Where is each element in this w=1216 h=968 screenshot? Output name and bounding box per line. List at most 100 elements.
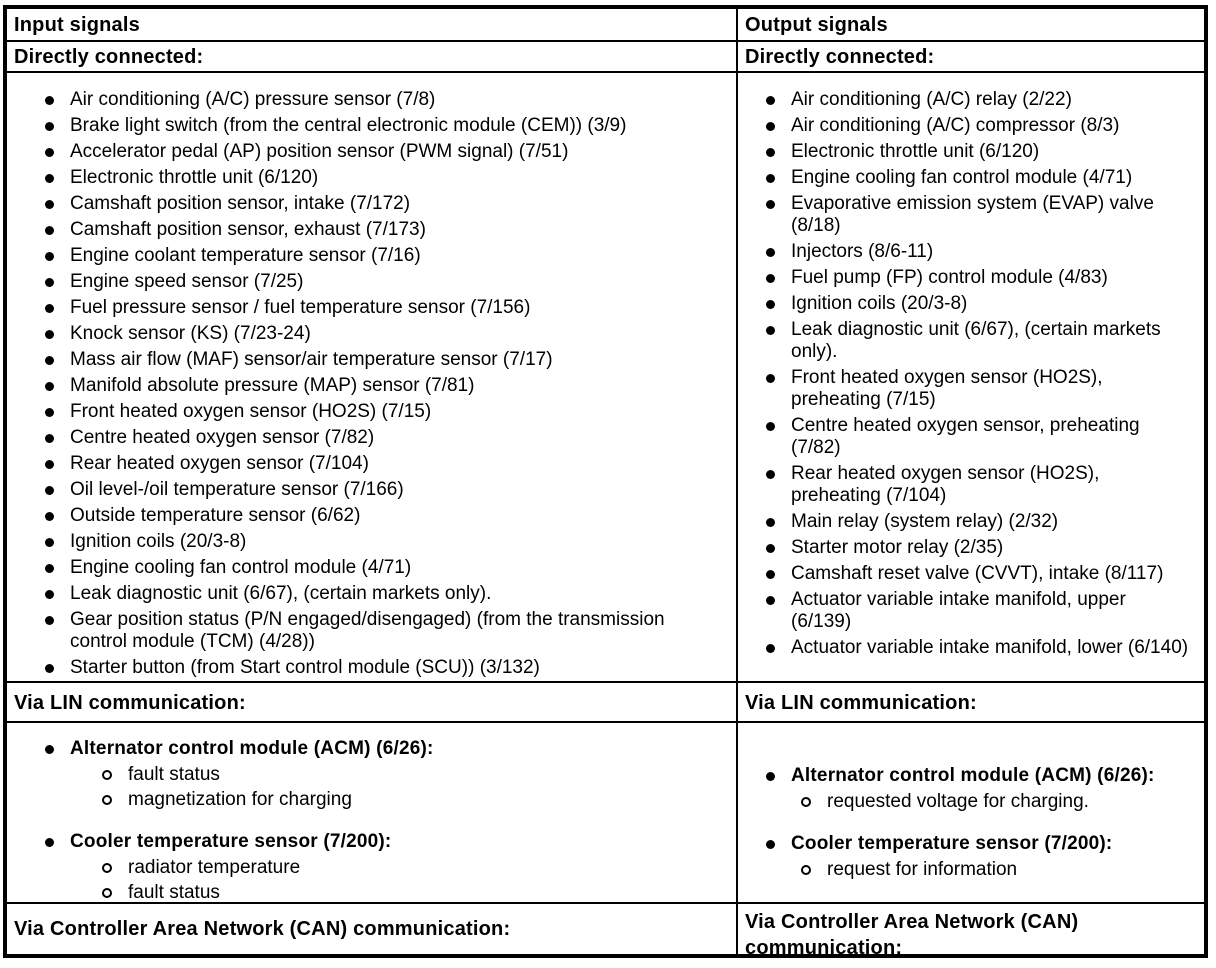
list-item: Engine cooling fan control module (4/71) [766,167,1196,189]
lin-group-title: Alternator control module (ACM) (6/26): [45,738,726,760]
list-item: Rear heated oxygen sensor (HO2S), prehea… [766,463,1196,507]
list-item: Gear position status (P/N engaged/diseng… [45,609,718,653]
list-item-text: Starter button (from Start control modul… [70,657,540,678]
lin-group: Cooler temperature sensor (7/200): radiat… [45,831,726,903]
lin-subitem-text: magnetization for charging [128,789,352,810]
list-item-text: Evaporative emission system (EVAP) valve… [791,193,1154,236]
list-item-text: Electronic throttle unit (6/120) [70,167,319,188]
bullet-icon [766,518,775,527]
output-signals-header: Output signals [736,9,1204,42]
bullet-icon [766,122,775,131]
input-lin-label: Via LIN communication: [7,683,736,723]
list-item: Accelerator pedal (AP) position sensor (… [45,141,718,163]
lin-subitem: radiator temperature [102,857,726,879]
list-item-text: Engine cooling fan control module (4/71) [791,167,1133,188]
list-item: Ignition coils (20/3-8) [45,531,718,553]
list-item: Leak diagnostic unit (6/67), (certain ma… [766,319,1196,363]
bullet-icon [45,564,54,573]
bullet-icon [766,470,775,479]
bullet-icon [766,248,775,257]
lin-subitem-text: fault status [128,882,220,903]
list-item-text: Fuel pump (FP) control module (4/83) [791,267,1108,288]
list-item-text: Rear heated oxygen sensor (7/104) [70,453,369,474]
list-item-text: Ignition coils (20/3-8) [791,293,968,314]
list-item: Rear heated oxygen sensor (7/104) [45,453,718,475]
output-directly-connected-list: Air conditioning (A/C) relay (2/22) Air c… [736,73,1204,683]
list-item: Camshaft reset valve (CVVT), intake (8/1… [766,563,1196,585]
bullet-icon [766,148,775,157]
list-item-text: Leak diagnostic unit (6/67), (certain ma… [791,319,1161,362]
lin-subitem: magnetization for charging [102,789,726,811]
lin-subitem: fault status [102,882,726,903]
output-can-label: Via Controller Area Network (CAN) commun… [736,904,1204,954]
list-item-text: Front heated oxygen sensor (HO2S) (7/15) [70,401,432,422]
list-item: Front heated oxygen sensor (HO2S) (7/15) [45,401,718,423]
bullet-icon [45,745,54,754]
open-circle-bullet-icon [102,863,112,873]
list-item: Air conditioning (A/C) pressure sensor (… [45,89,718,111]
list-item-text: Centre heated oxygen sensor (7/82) [70,427,375,448]
lin-subitem-text: fault status [128,764,220,785]
lin-subitem: requested voltage for charging. [801,791,1196,813]
list-item: Knock sensor (KS) (7/23-24) [45,323,718,345]
list-item: Fuel pressure sensor / fuel temperature … [45,297,718,319]
bullet-icon [45,148,54,157]
list-item-text: Main relay (system relay) (2/32) [791,511,1059,532]
input-directly-connected-list: Air conditioning (A/C) pressure sensor (… [7,73,736,683]
list-item: Starter motor relay (2/35) [766,537,1196,559]
list-item: Ignition coils (20/3-8) [766,293,1196,315]
list-item-text: Air conditioning (A/C) compressor (8/3) [791,115,1120,136]
list-item-text: Engine cooling fan control module (4/71) [70,557,412,578]
list-item-text: Camshaft position sensor, intake (7/172) [70,193,411,214]
signals-table: Input signals Output signals Directly co… [3,5,1208,958]
list-item-text: Rear heated oxygen sensor (HO2S), prehea… [791,463,1100,506]
list-item-text: Oil level-/oil temperature sensor (7/166… [70,479,404,500]
list-item: Main relay (system relay) (2/32) [766,511,1196,533]
bullet-icon [766,96,775,105]
lin-subitem: request for information [801,859,1196,881]
bullet-icon [45,330,54,339]
list-item-text: Air conditioning (A/C) pressure sensor (… [70,89,436,110]
bullet-icon [766,174,775,183]
lin-subitem-text: request for information [827,859,1018,880]
bullet-icon [45,538,54,547]
bullet-icon [45,408,54,417]
lin-group-title: Alternator control module (ACM) (6/26): [766,765,1196,787]
lin-group-title-text: Cooler temperature sensor (7/200): [70,831,392,852]
bullet-icon [45,838,54,847]
bullet-icon [45,460,54,469]
bullet-icon [766,840,775,849]
input-signals-header: Input signals [7,9,736,42]
open-circle-bullet-icon [801,865,811,875]
list-item-text: Actuator variable intake manifold, upper… [791,589,1126,632]
list-item: Engine cooling fan control module (4/71) [45,557,718,579]
lin-subitem-text: requested voltage for charging. [827,791,1089,812]
list-item: Fuel pump (FP) control module (4/83) [766,267,1196,289]
lin-group: Cooler temperature sensor (7/200): reques… [766,833,1196,881]
bullet-icon [45,278,54,287]
list-item: Actuator variable intake manifold, lower… [766,637,1196,659]
lin-subitem-text: radiator temperature [128,857,301,878]
bullet-icon [766,644,775,653]
bullet-icon [45,382,54,391]
list-item: Injectors (8/6-11) [766,241,1196,263]
bullet-icon [766,596,775,605]
list-item: Centre heated oxygen sensor (7/82) [45,427,718,449]
output-lin-groups: Alternator control module (ACM) (6/26): r… [736,723,1204,904]
bullet-icon [766,570,775,579]
bullet-icon [766,422,775,431]
bullet-icon [45,486,54,495]
list-item: Camshaft position sensor, exhaust (7/173… [45,219,718,241]
list-item: Air conditioning (A/C) compressor (8/3) [766,115,1196,137]
open-circle-bullet-icon [102,795,112,805]
input-can-label: Via Controller Area Network (CAN) commun… [14,918,511,940]
bullet-icon [45,304,54,313]
list-item-text: Manifold absolute pressure (MAP) sensor … [70,375,475,396]
list-item-text: Outside temperature sensor (6/62) [70,505,361,526]
lin-group-title-text: Alternator control module (ACM) (6/26): [70,738,434,759]
list-item-text: Camshaft reset valve (CVVT), intake (8/1… [791,563,1164,584]
list-item: Oil level-/oil temperature sensor (7/166… [45,479,718,501]
list-item: Actuator variable intake manifold, upper… [766,589,1196,633]
list-item: Electronic throttle unit (6/120) [45,167,718,189]
